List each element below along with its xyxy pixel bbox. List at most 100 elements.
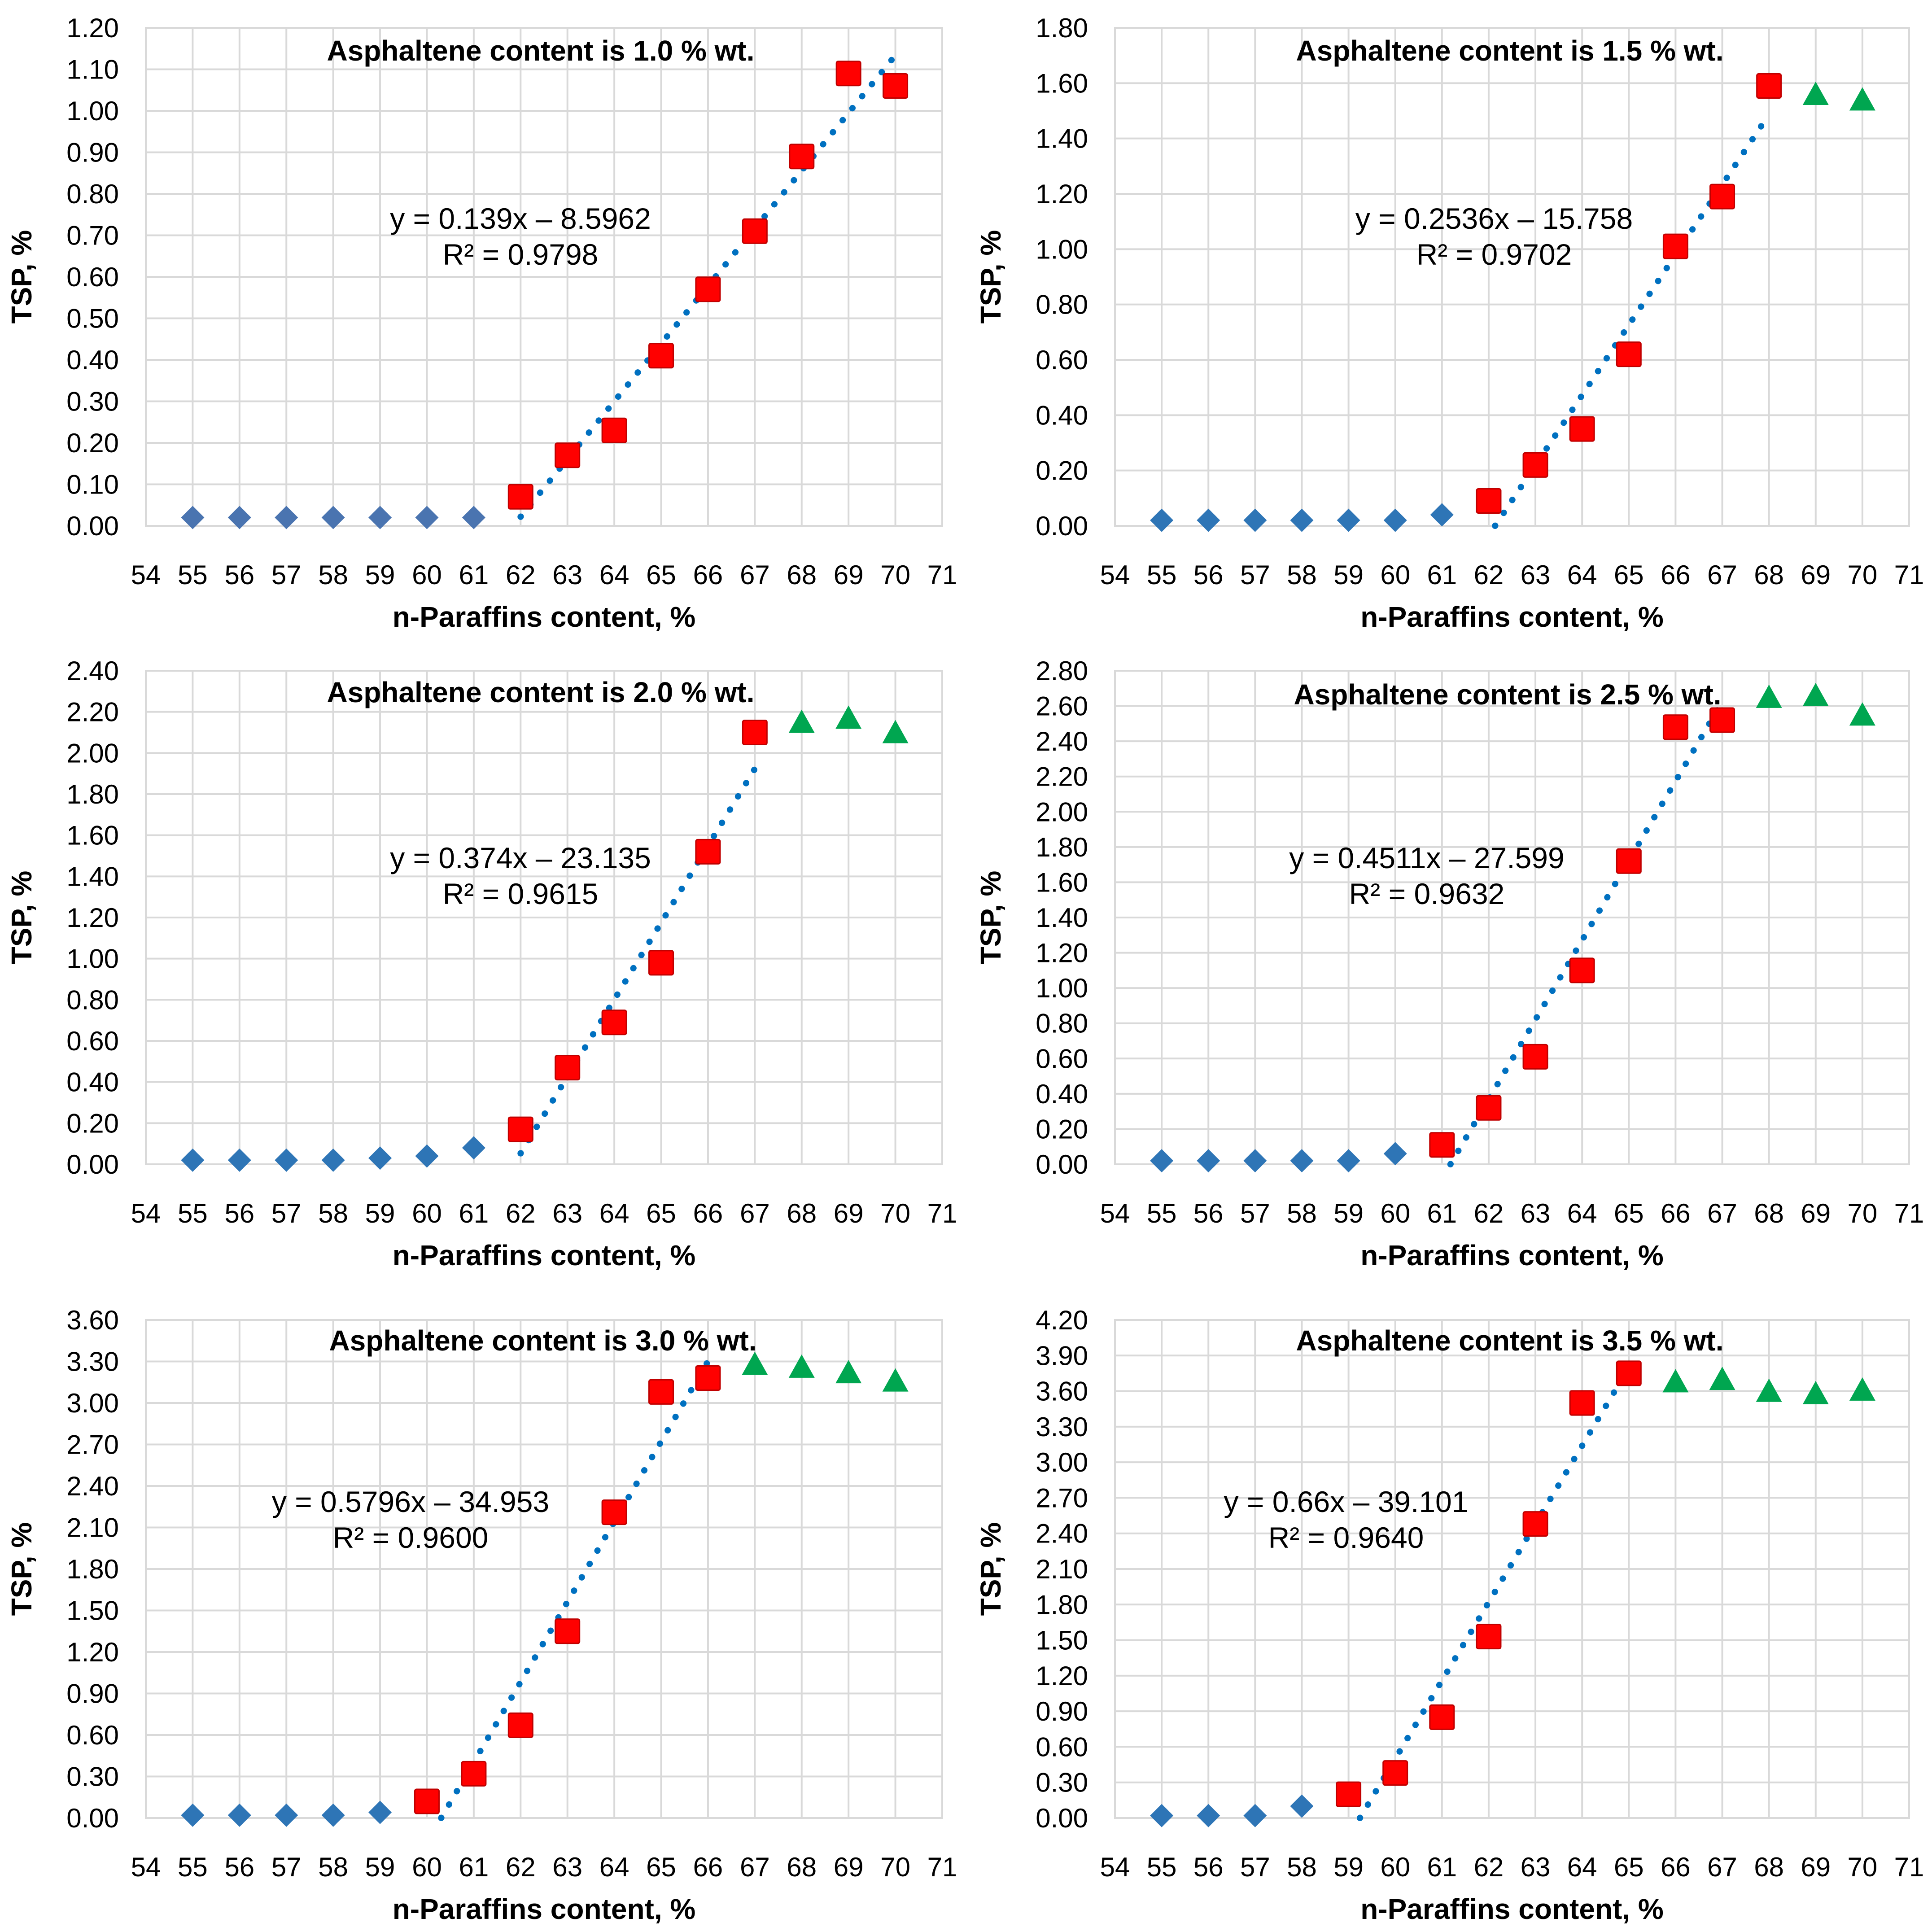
sediment-point-marker [1569,1390,1595,1416]
y-tick-label: 0.30 [1036,1768,1088,1798]
y-tick-label: 2.70 [1036,1483,1088,1513]
plateau-point-marker [1802,1381,1829,1404]
x-tick-label: 70 [1848,560,1878,590]
y-tick-label: 2.10 [66,1513,119,1543]
x-tick-label: 55 [178,1198,208,1228]
y-tick-label: 2.10 [1036,1554,1088,1584]
y-tick-label: 2.00 [66,738,119,768]
sediment-point-marker [414,1788,440,1814]
x-tick-label: 69 [1801,560,1831,590]
x-tick-label: 68 [787,1198,817,1228]
x-tick-label: 60 [1380,1852,1410,1882]
sediment-point-marker [742,218,768,244]
sediment-point-marker [695,839,721,865]
y-tick-label: 0.10 [66,470,119,500]
y-tick-label: 0.00 [1036,511,1088,541]
r-squared-label: R² = 0.9702 [1416,238,1572,271]
x-tick-label: 54 [1100,1198,1130,1228]
x-tick-label: 60 [412,1198,442,1228]
x-tick-label: 67 [740,1852,770,1882]
x-tick-label: 68 [1754,560,1784,590]
stable-point-marker [1150,508,1174,532]
y-tick-label: 1.00 [1036,973,1088,1003]
stable-point-marker [181,506,205,529]
y-tick-label: 2.40 [66,1471,119,1501]
x-tick-label: 55 [178,1852,208,1882]
x-tick-label: 66 [693,1198,723,1228]
x-tick-label: 56 [224,560,254,590]
sediment-point-marker [507,484,533,510]
sediment-point-marker [1429,1704,1455,1730]
plateau-point-marker [1709,1367,1735,1390]
y-tick-label: 0.80 [1036,290,1088,320]
trendline [1356,1364,1632,1821]
x-tick-label: 61 [459,1852,489,1882]
x-tick-label: 61 [1427,1852,1457,1882]
stable-point-marker [1383,508,1407,532]
plot-frame [145,1319,943,1819]
x-tick-label: 59 [365,1198,395,1228]
x-tick-label: 66 [1661,1852,1691,1882]
x-tick-label: 60 [1380,1198,1410,1228]
y-tick-label: 0.30 [66,1762,119,1792]
x-tick-label: 69 [834,1852,864,1882]
r-squared-label: R² = 0.9640 [1268,1521,1424,1554]
sediment-point-marker [1662,714,1688,740]
y-tick-label: 1.20 [66,1637,119,1667]
sediment-point-marker [1616,341,1642,367]
sediment-point-marker [1382,1760,1408,1786]
x-tick-label: 57 [271,1852,302,1882]
chart-title: Asphaltene content is 3.5 % wt. [1296,1324,1723,1357]
x-tick-label: 59 [1333,560,1364,590]
x-tick-label: 56 [1193,1198,1224,1228]
trendline-equation: y = 0.374x – 23.135 [390,841,651,874]
x-tick-label: 70 [880,1198,910,1228]
y-tick-label: 1.20 [66,13,119,43]
x-axis-title: n-Paraffins content, % [393,601,696,633]
stable-point-marker [1290,1794,1314,1818]
sediment-point-marker [835,61,861,87]
sediment-point-marker [507,1712,533,1738]
x-axis-title: n-Paraffins content, % [1360,1239,1664,1272]
x-tick-label: 61 [459,560,489,590]
sediment-point-marker [1522,452,1548,478]
x-tick-label: 58 [318,1198,348,1228]
trendline [1492,111,1772,529]
y-tick-label: 1.60 [66,821,119,851]
stable-point-marker [275,1148,298,1172]
y-tick-label: 1.50 [1036,1625,1088,1656]
x-tick-label: 67 [1707,1198,1737,1228]
x-tick-label: 70 [880,560,910,590]
stable-point-marker [275,506,298,529]
stable-point-marker [227,506,251,529]
x-tick-label: 64 [1567,1852,1597,1882]
y-tick-label: 0.40 [1036,400,1088,430]
plateau-point-marker [1662,1369,1689,1393]
x-tick-label: 55 [1147,1852,1177,1882]
x-tick-label: 60 [412,1852,442,1882]
plateau-point-marker [1849,702,1875,726]
x-tick-label: 68 [787,560,817,590]
sediment-point-marker [461,1761,487,1787]
y-tick-label: 0.80 [1036,1009,1088,1039]
x-tick-label: 60 [1380,560,1410,590]
y-tick-label: 0.30 [66,387,119,417]
x-tick-label: 64 [599,1198,629,1228]
stable-point-marker [1243,1149,1267,1173]
x-tick-label: 62 [1474,560,1504,590]
y-tick-label: 3.60 [66,1305,119,1335]
y-tick-label: 0.00 [66,1803,119,1833]
x-tick-label: 65 [1614,1198,1644,1228]
x-tick-label: 63 [1521,1852,1551,1882]
x-tick-label: 63 [552,1198,582,1228]
r-squared-label: R² = 0.9615 [443,877,599,910]
x-tick-label: 70 [880,1852,910,1882]
x-tick-label: 71 [927,560,957,590]
y-tick-label: 1.40 [1036,903,1088,933]
sediment-point-marker [601,1499,627,1525]
x-tick-label: 67 [1707,1852,1737,1882]
sediment-point-marker [601,417,627,443]
trendline-equation: y = 0.5796x – 34.953 [272,1485,549,1518]
